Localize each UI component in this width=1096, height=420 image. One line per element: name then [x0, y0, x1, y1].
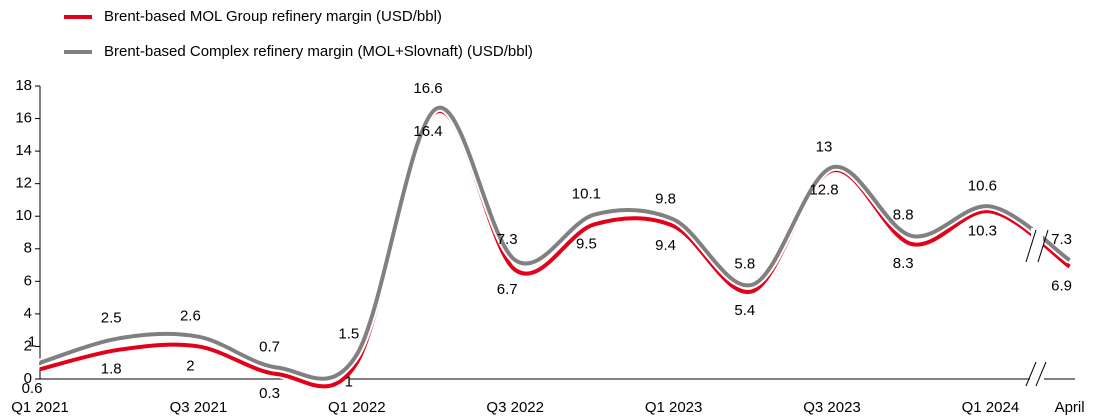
- series-line: [39, 105, 1071, 381]
- data-label: 16.4: [413, 123, 442, 140]
- line-break-mark: [1025, 229, 1037, 263]
- data-label: 6.7: [497, 281, 518, 298]
- data-label: 7.3: [1051, 231, 1072, 248]
- legend-label: Brent-based MOL Group refinery margin (U…: [104, 8, 442, 25]
- data-label: 0.7: [259, 339, 280, 356]
- data-label: 5.4: [734, 302, 755, 319]
- data-label: 2: [186, 357, 194, 374]
- data-label: 1.5: [338, 326, 359, 343]
- data-label: 7.3: [497, 231, 518, 248]
- x-tick-label: Q1 2024: [962, 399, 1020, 416]
- data-label: 9.8: [655, 190, 676, 207]
- data-label: 9.4: [655, 237, 676, 254]
- data-label: 13: [816, 138, 833, 155]
- y-tick-label: 4: [24, 305, 32, 322]
- data-label: 16.6: [413, 80, 442, 97]
- x-tick-label: Q3 2022: [486, 399, 544, 416]
- data-label: 9.5: [576, 235, 597, 252]
- x-tick-label: Q3 2021: [170, 399, 228, 416]
- x-tick-label: Q1 2023: [645, 399, 703, 416]
- data-label: 10.3: [968, 222, 997, 239]
- data-label: 2.5: [101, 309, 122, 326]
- line-break: [1031, 228, 1043, 264]
- data-label: 10.6: [968, 177, 997, 194]
- axis-break-mark: [1035, 361, 1047, 387]
- data-label: 6.9: [1051, 278, 1072, 295]
- data-label: 10.1: [572, 186, 601, 203]
- y-tick-label: 0: [24, 370, 32, 387]
- data-label: 5.8: [734, 256, 755, 273]
- x-tick-label: Q3 2023: [803, 399, 861, 416]
- data-label: 0.6: [22, 380, 43, 397]
- data-label: 1: [345, 374, 353, 391]
- line-break-mark: [1037, 229, 1049, 263]
- data-label: 2.6: [180, 308, 201, 325]
- axis-break-mark: [1025, 361, 1037, 387]
- y-tick-label: 16: [15, 110, 32, 127]
- y-tick-label: 10: [15, 207, 32, 224]
- data-label: 8.3: [893, 255, 914, 272]
- data-label: 8.8: [893, 207, 914, 224]
- data-label: 1: [28, 334, 36, 351]
- y-tick-label: 14: [15, 142, 32, 159]
- x-tick-label: Q1 2022: [328, 399, 386, 416]
- data-label: 12.8: [809, 182, 838, 199]
- data-label: 0.3: [259, 385, 280, 402]
- y-tick-label: 2: [24, 337, 32, 354]
- series-line: [39, 109, 1071, 389]
- y-tick-label: 6: [24, 272, 32, 289]
- y-tick-label: 18: [15, 77, 32, 94]
- data-label: 1.8: [101, 361, 122, 378]
- y-tick-label: 8: [24, 240, 32, 257]
- x-tick-label: April: [1055, 399, 1085, 416]
- y-tick-label: 12: [15, 175, 32, 192]
- x-tick-label: Q1 2021: [11, 399, 69, 416]
- legend-label: Brent-based Complex refinery margin (MOL…: [104, 43, 533, 60]
